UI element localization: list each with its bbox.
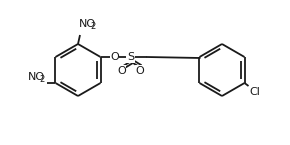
Text: O: O — [110, 52, 119, 62]
Text: S: S — [127, 52, 134, 62]
Text: NO: NO — [28, 72, 45, 82]
Text: O: O — [117, 66, 126, 76]
Text: O: O — [135, 66, 144, 76]
Text: 2: 2 — [39, 75, 44, 84]
Text: NO: NO — [79, 19, 96, 29]
Text: Cl: Cl — [249, 87, 260, 97]
Text: 2: 2 — [90, 22, 96, 31]
